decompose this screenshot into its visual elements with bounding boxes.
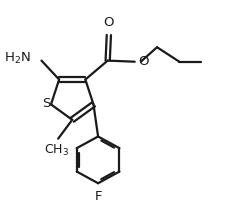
Text: CH$_3$: CH$_3$: [44, 143, 69, 158]
Text: F: F: [94, 190, 102, 203]
Text: S: S: [42, 97, 51, 110]
Text: O: O: [104, 16, 114, 29]
Text: H$_2$N: H$_2$N: [4, 51, 31, 66]
Text: O: O: [138, 55, 149, 68]
